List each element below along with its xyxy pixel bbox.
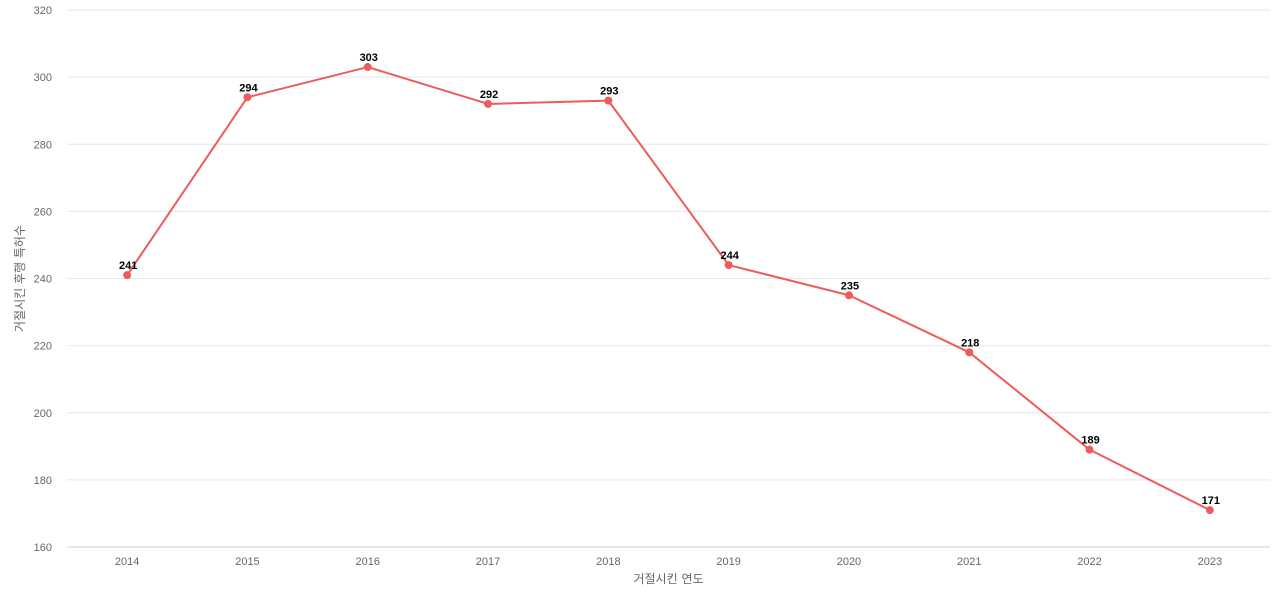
series-layer xyxy=(123,63,1214,515)
data-point[interactable] xyxy=(484,99,493,108)
data-label: 294 xyxy=(239,82,258,94)
y-tick-label: 220 xyxy=(34,341,52,353)
y-tick-label: 180 xyxy=(34,475,52,487)
x-tick-label: 2020 xyxy=(837,556,861,568)
data-point[interactable] xyxy=(604,96,613,105)
data-label: 235 xyxy=(841,280,859,292)
y-tick-label: 240 xyxy=(34,274,52,286)
data-point[interactable] xyxy=(1205,506,1214,515)
data-point[interactable] xyxy=(844,291,853,300)
x-tick-label: 2022 xyxy=(1077,556,1101,568)
y-axis-ticks: 160 180 200 220 240 260 280 300 320 xyxy=(34,5,52,554)
data-point[interactable] xyxy=(724,261,733,270)
y-tick-label: 160 xyxy=(34,542,52,554)
x-tick-label: 2021 xyxy=(957,556,981,568)
y-tick-label: 300 xyxy=(34,72,52,84)
grid xyxy=(67,9,1270,481)
y-axis-title: 거절시킨 후행 특허수 xyxy=(12,225,27,332)
data-label: 241 xyxy=(119,260,137,272)
data-label: 303 xyxy=(360,52,378,64)
data-point[interactable] xyxy=(965,348,974,357)
data-point[interactable] xyxy=(123,271,132,280)
x-tick-label: 2016 xyxy=(356,556,380,568)
x-tick-label: 2017 xyxy=(476,556,500,568)
data-label: 244 xyxy=(720,250,739,262)
series-line xyxy=(126,66,1211,511)
x-tick-label: 2023 xyxy=(1198,556,1222,568)
data-point[interactable] xyxy=(1085,445,1094,454)
x-tick-label: 2018 xyxy=(596,556,620,568)
data-label: 293 xyxy=(600,86,618,98)
x-axis-ticks: 2014 2015 2016 2017 2018 2019 2020 2021 2022 2023 xyxy=(115,556,1222,568)
data-labels: 241 294 303 292 293 244 235 218 189 171 xyxy=(119,52,1220,507)
y-tick-label: 320 xyxy=(34,5,52,17)
y-tick-label: 260 xyxy=(34,206,52,218)
y-tick-label: 280 xyxy=(34,139,52,151)
data-label: 189 xyxy=(1081,435,1099,447)
x-tick-label: 2014 xyxy=(115,556,139,568)
data-point[interactable] xyxy=(363,63,372,72)
x-tick-label: 2015 xyxy=(235,556,259,568)
data-point[interactable] xyxy=(243,93,252,102)
data-label: 171 xyxy=(1202,495,1220,507)
x-axis-title: 거절시킨 연도 xyxy=(633,572,703,586)
x-tick-label: 2019 xyxy=(716,556,740,568)
data-label: 218 xyxy=(961,337,979,349)
y-tick-label: 200 xyxy=(34,408,52,420)
data-label: 292 xyxy=(480,89,498,101)
